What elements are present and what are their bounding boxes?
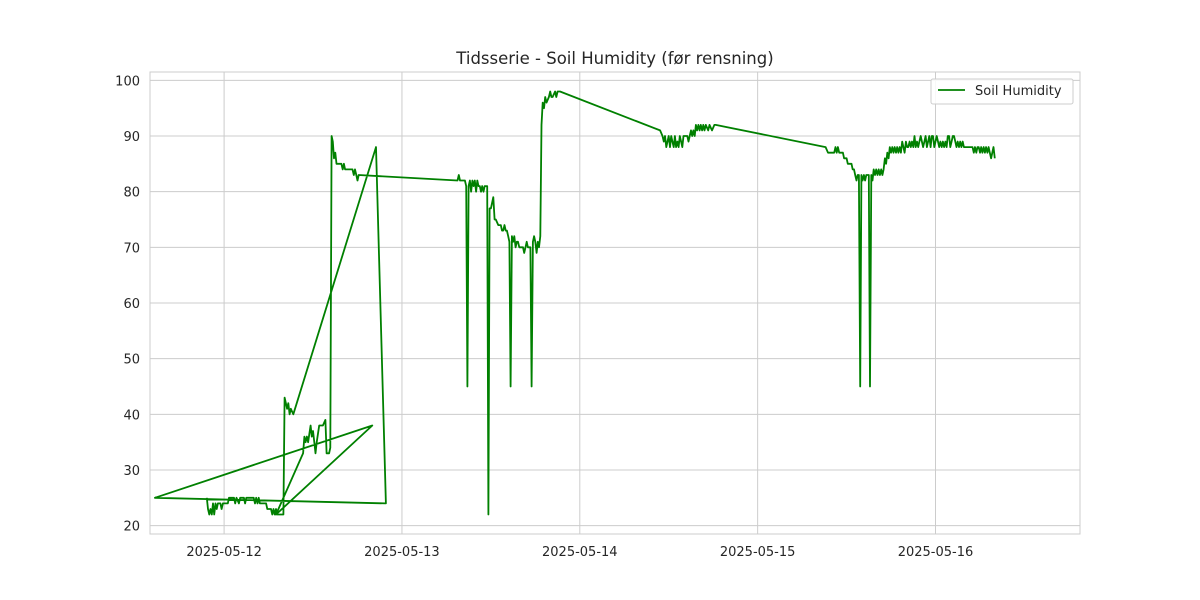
y-tick-label: 40	[123, 408, 140, 423]
x-tick-label: 2025-05-14	[542, 545, 618, 560]
chart-title: Tidsserie - Soil Humidity (før rensning)	[455, 49, 773, 68]
plot-frame	[149, 71, 1081, 535]
legend: Soil Humidity	[930, 78, 1074, 105]
legend-label: Soil Humidity	[975, 84, 1062, 99]
y-tick-label: 20	[123, 520, 140, 535]
y-tick-label: 90	[123, 130, 140, 145]
y-tick-label: 30	[123, 464, 140, 479]
y-tick-label: 80	[123, 186, 140, 201]
x-tick-label: 2025-05-12	[186, 545, 262, 560]
y-axis-ticks: 20 30 40 50 60 70 80 90 100	[115, 74, 140, 534]
legend-box	[930, 78, 1074, 105]
x-tick-label: 2025-05-16	[898, 545, 974, 560]
y-tick-label: 100	[115, 74, 140, 89]
x-axis-ticks: 2025-05-12 2025-05-13 2025-05-14 2025-05-15…	[186, 545, 973, 560]
x-tick-label: 2025-05-15	[720, 545, 796, 560]
y-tick-label: 70	[123, 241, 140, 256]
grid	[150, 72, 1080, 534]
y-tick-label: 60	[123, 297, 140, 312]
series-group	[154, 90, 996, 516]
y-tick-label: 50	[123, 353, 140, 368]
x-tick-label: 2025-05-13	[364, 545, 440, 560]
series-line-soil-humidity	[154, 90, 996, 516]
